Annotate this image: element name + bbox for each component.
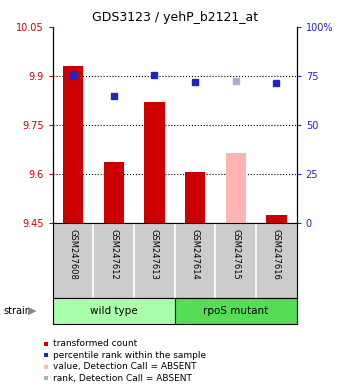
- Bar: [225, 152, 246, 223]
- Text: GSM247613: GSM247613: [150, 229, 159, 280]
- Text: GSM247616: GSM247616: [272, 229, 281, 280]
- Title: GDS3123 / yehP_b2121_at: GDS3123 / yehP_b2121_at: [92, 11, 258, 24]
- Text: wild type: wild type: [90, 306, 138, 316]
- Bar: [175, 298, 297, 324]
- Text: percentile rank within the sample: percentile rank within the sample: [53, 351, 206, 360]
- Bar: [266, 215, 286, 223]
- Bar: [185, 172, 205, 223]
- Bar: [63, 66, 83, 223]
- Text: strain: strain: [3, 306, 31, 316]
- Text: value, Detection Call = ABSENT: value, Detection Call = ABSENT: [53, 362, 197, 371]
- Text: transformed count: transformed count: [53, 339, 137, 348]
- Text: GSM247615: GSM247615: [231, 229, 240, 280]
- Text: GSM247614: GSM247614: [191, 229, 199, 280]
- Bar: [53, 298, 175, 324]
- Text: GSM247608: GSM247608: [69, 229, 78, 280]
- Text: GSM247612: GSM247612: [109, 229, 118, 280]
- Bar: [104, 162, 124, 223]
- Text: rank, Detection Call = ABSENT: rank, Detection Call = ABSENT: [53, 374, 192, 383]
- Text: rpoS mutant: rpoS mutant: [203, 306, 268, 316]
- Bar: [144, 102, 165, 223]
- Text: ▶: ▶: [28, 306, 36, 316]
